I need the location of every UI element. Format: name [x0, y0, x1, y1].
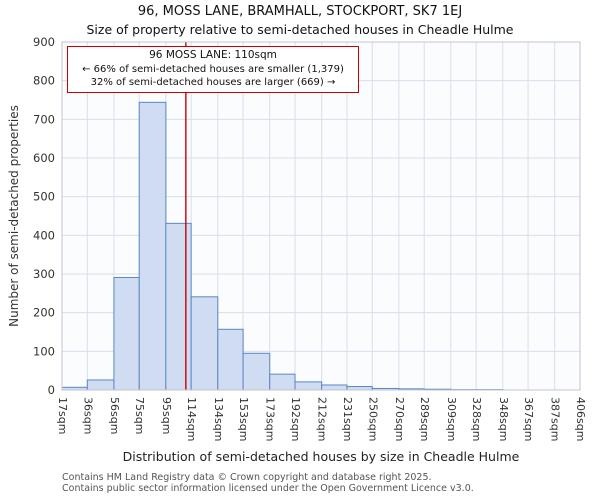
footer-copyright: Contains HM Land Registry data © Crown c… [62, 472, 432, 483]
svg-text:328sqm: 328sqm [470, 397, 483, 441]
svg-text:900: 900 [33, 35, 55, 49]
svg-text:114sqm: 114sqm [185, 397, 198, 441]
bar [346, 386, 373, 391]
bar [217, 328, 244, 391]
svg-text:36sqm: 36sqm [81, 397, 94, 434]
svg-text:289sqm: 289sqm [418, 397, 431, 441]
annotation-property-line: 96 MOSS LANE: 110sqm [149, 49, 277, 61]
svg-text:200: 200 [33, 306, 55, 320]
svg-text:0: 0 [48, 383, 55, 397]
svg-text:95sqm: 95sqm [160, 397, 173, 434]
svg-text:56sqm: 56sqm [108, 397, 121, 434]
histogram-bars [61, 101, 504, 391]
svg-text:100: 100 [33, 344, 55, 358]
footer-licence: Contains public sector information licen… [62, 483, 474, 494]
bar [190, 296, 219, 391]
bar [294, 381, 323, 391]
bar [86, 379, 115, 391]
svg-text:75sqm: 75sqm [133, 397, 146, 434]
svg-text:153sqm: 153sqm [237, 397, 250, 441]
svg-text:134sqm: 134sqm [212, 397, 225, 441]
x-axis-ticks: 17sqm 36sqm 56sqm 75sqm 95sqm 114sqm 134sqm 153… [56, 397, 587, 441]
plot-border [61, 41, 581, 391]
bar [165, 222, 192, 391]
svg-text:231sqm: 231sqm [341, 397, 354, 441]
svg-text:800: 800 [33, 74, 55, 88]
y-axis-ticks: 0 100 200 300 400 500 600 700 800 900 [33, 35, 55, 397]
svg-text:250sqm: 250sqm [366, 397, 379, 441]
y-axis-label: Number of semi-detached properties [7, 105, 21, 327]
svg-text:600: 600 [33, 151, 55, 165]
svg-text:348sqm: 348sqm [497, 397, 510, 441]
annotation-smaller-line: ← 66% of semi-detached houses are smalle… [82, 63, 344, 75]
bar [269, 373, 296, 391]
svg-text:400: 400 [33, 228, 55, 242]
svg-text:212sqm: 212sqm [316, 397, 329, 441]
bar [113, 276, 140, 391]
svg-text:367sqm: 367sqm [522, 397, 535, 441]
svg-text:309sqm: 309sqm [445, 397, 458, 441]
chart-title: 96, MOSS LANE, BRAMHALL, STOCKPORT, SK7 … [137, 4, 463, 19]
bar [321, 384, 348, 391]
svg-text:17sqm: 17sqm [56, 397, 69, 434]
svg-text:700: 700 [33, 112, 55, 126]
svg-text:173sqm: 173sqm [264, 397, 277, 441]
svg-text:192sqm: 192sqm [289, 397, 302, 441]
svg-text:500: 500 [33, 190, 55, 204]
bar [138, 101, 167, 391]
svg-text:300: 300 [33, 267, 55, 281]
annotation-larger-line: 32% of semi-detached houses are larger (… [90, 76, 336, 88]
annotation-box: 96 MOSS LANE: 110sqm ← 66% of semi-detac… [67, 46, 359, 93]
svg-text:270sqm: 270sqm [393, 397, 406, 441]
svg-text:387sqm: 387sqm [549, 397, 562, 441]
svg-text:406sqm: 406sqm [574, 397, 587, 441]
chart-subtitle: Size of property relative to semi-detach… [86, 22, 514, 37]
bar [242, 352, 271, 391]
x-axis-label: Distribution of semi-detached houses by … [122, 449, 520, 464]
